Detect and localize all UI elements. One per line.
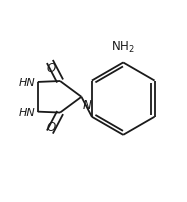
- Text: N: N: [83, 98, 92, 111]
- Text: HN: HN: [18, 78, 35, 87]
- Text: HN: HN: [18, 107, 35, 117]
- Text: NH$_2$: NH$_2$: [111, 40, 135, 55]
- Text: O: O: [46, 120, 55, 133]
- Text: O: O: [46, 61, 55, 74]
